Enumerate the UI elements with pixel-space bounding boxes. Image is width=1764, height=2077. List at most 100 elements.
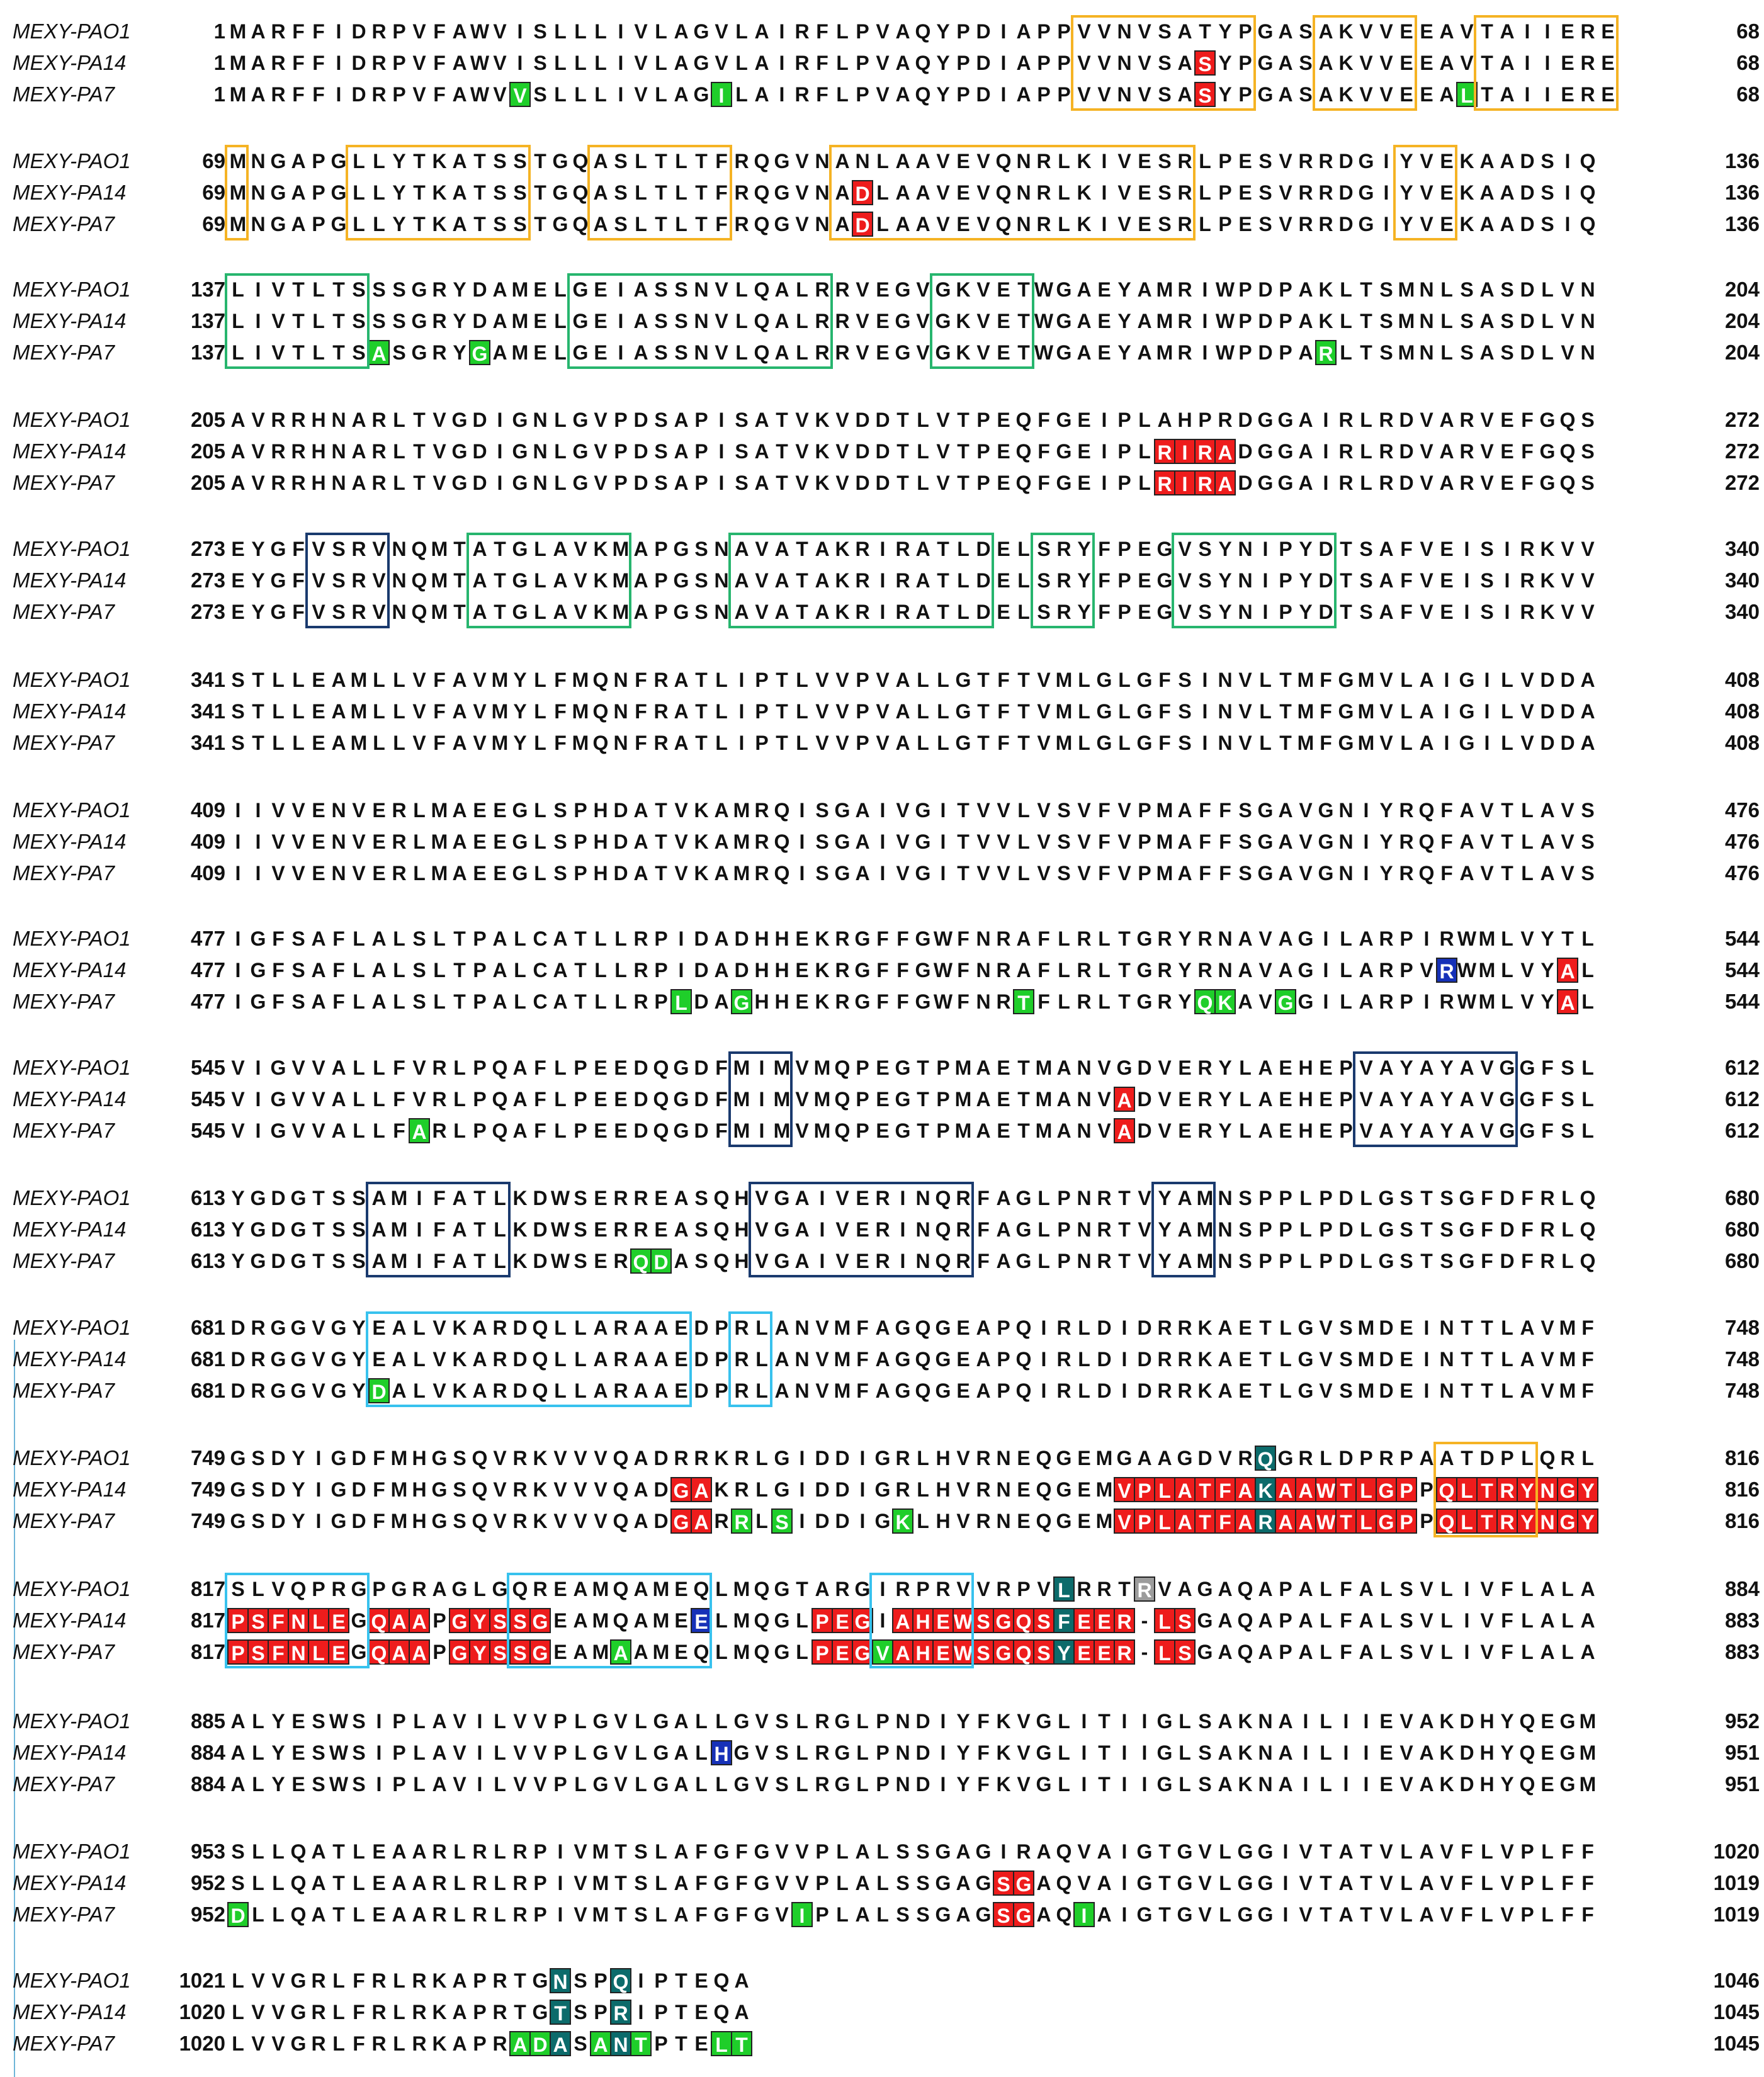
residue: T [1320,1840,1332,1863]
residue: L [1199,181,1211,204]
residue: S [775,1773,789,1796]
residue: L [312,278,325,301]
residue: D [1399,440,1414,463]
residue: E [1440,181,1454,204]
residue: F [977,1187,990,1209]
residue: N [1580,278,1595,301]
residue: L [534,569,546,592]
residue: W [1034,310,1054,332]
residue: A [633,310,648,332]
residue: I [1121,1840,1128,1863]
residue: L [1239,1056,1252,1079]
residue: V [1379,700,1393,723]
residue: L [1219,1872,1231,1894]
residue: G [250,1250,266,1272]
residue: D [694,1119,709,1142]
residue: V [795,440,809,463]
residue: T [655,181,667,204]
residue: A [835,213,850,235]
residue: S [1541,150,1554,173]
residue: M [431,569,448,592]
residue: L [876,150,889,173]
residue: P [574,862,587,885]
residue: F [735,1840,748,1863]
residue: G [854,990,871,1013]
residue: A [492,278,507,301]
residue: N [613,732,628,754]
residue: R [1560,1447,1575,1469]
residue: V [1440,1872,1454,1894]
residue: G [572,472,589,494]
residue: L [353,1840,365,1863]
residue: E [1379,1710,1393,1733]
residue: A [674,1872,689,1894]
sequence-name: MEXY-PA14 [13,958,127,982]
residue: V [433,409,446,431]
residue: V [1117,150,1131,173]
residue: T [1118,927,1131,950]
residue: A [291,181,306,204]
residue: M [1398,278,1415,301]
residue: R [1197,1119,1213,1142]
residue: M [1357,700,1375,723]
residue: G [935,1316,951,1339]
residue: E [533,278,547,301]
residue: E [1017,1447,1031,1469]
variant-residue: S [1033,1608,1054,1633]
residue: I [1423,1379,1430,1402]
residue: E [1601,20,1615,43]
residue: S [1399,1187,1413,1209]
residue: Y [1218,538,1232,560]
residue: V [976,341,990,364]
residue: Y [1178,990,1192,1013]
residue: A [452,2001,467,2023]
residue: A [815,538,830,560]
residue: T [1501,799,1513,822]
residue: P [856,20,869,43]
residue: Y [1077,538,1091,560]
residue: P [1339,1088,1353,1111]
residue: F [856,1348,869,1371]
residue: T [1017,1088,1030,1111]
residue: T [1481,1316,1493,1339]
residue: F [433,669,446,691]
residue: V [755,1710,769,1733]
residue: E [312,700,325,723]
residue: K [1540,538,1555,560]
residue: L [353,1872,365,1894]
residue: Y [956,1773,970,1796]
variant-residue: K [892,1508,913,1534]
residue: A [331,700,346,723]
residue: N [1218,700,1233,723]
variant-residue: V [1114,1508,1135,1534]
variant-residue: N [610,2031,631,2056]
residue: L [1118,732,1131,754]
residue: L [353,181,365,204]
variant-residue: S [973,1639,994,1665]
residue: E [876,1119,890,1142]
residue: V [594,1510,608,1532]
residue: E [594,1056,608,1079]
residue: T [655,799,667,822]
residue: V [1379,83,1393,106]
residue: L [514,959,526,982]
variant-residue: F [268,1639,289,1665]
residue: T [937,538,949,560]
residue: L [796,700,808,723]
residue: A [1459,862,1474,885]
residue: F [735,1903,748,1926]
residue: F [353,1969,365,1992]
residue: I [1564,181,1571,204]
residue: G [713,1840,730,1863]
residue: L [1078,1379,1090,1402]
residue: S [674,341,688,364]
sequence-name: MEXY-PA7 [13,471,115,494]
residue: V [412,1056,426,1079]
residue: R [371,440,387,463]
variant-residue: R [1194,439,1216,464]
residue: R [432,278,447,301]
residue: I [557,1840,563,1863]
residue: H [593,830,608,853]
residue: L [332,2032,345,2055]
residue: G [1177,1872,1193,1894]
